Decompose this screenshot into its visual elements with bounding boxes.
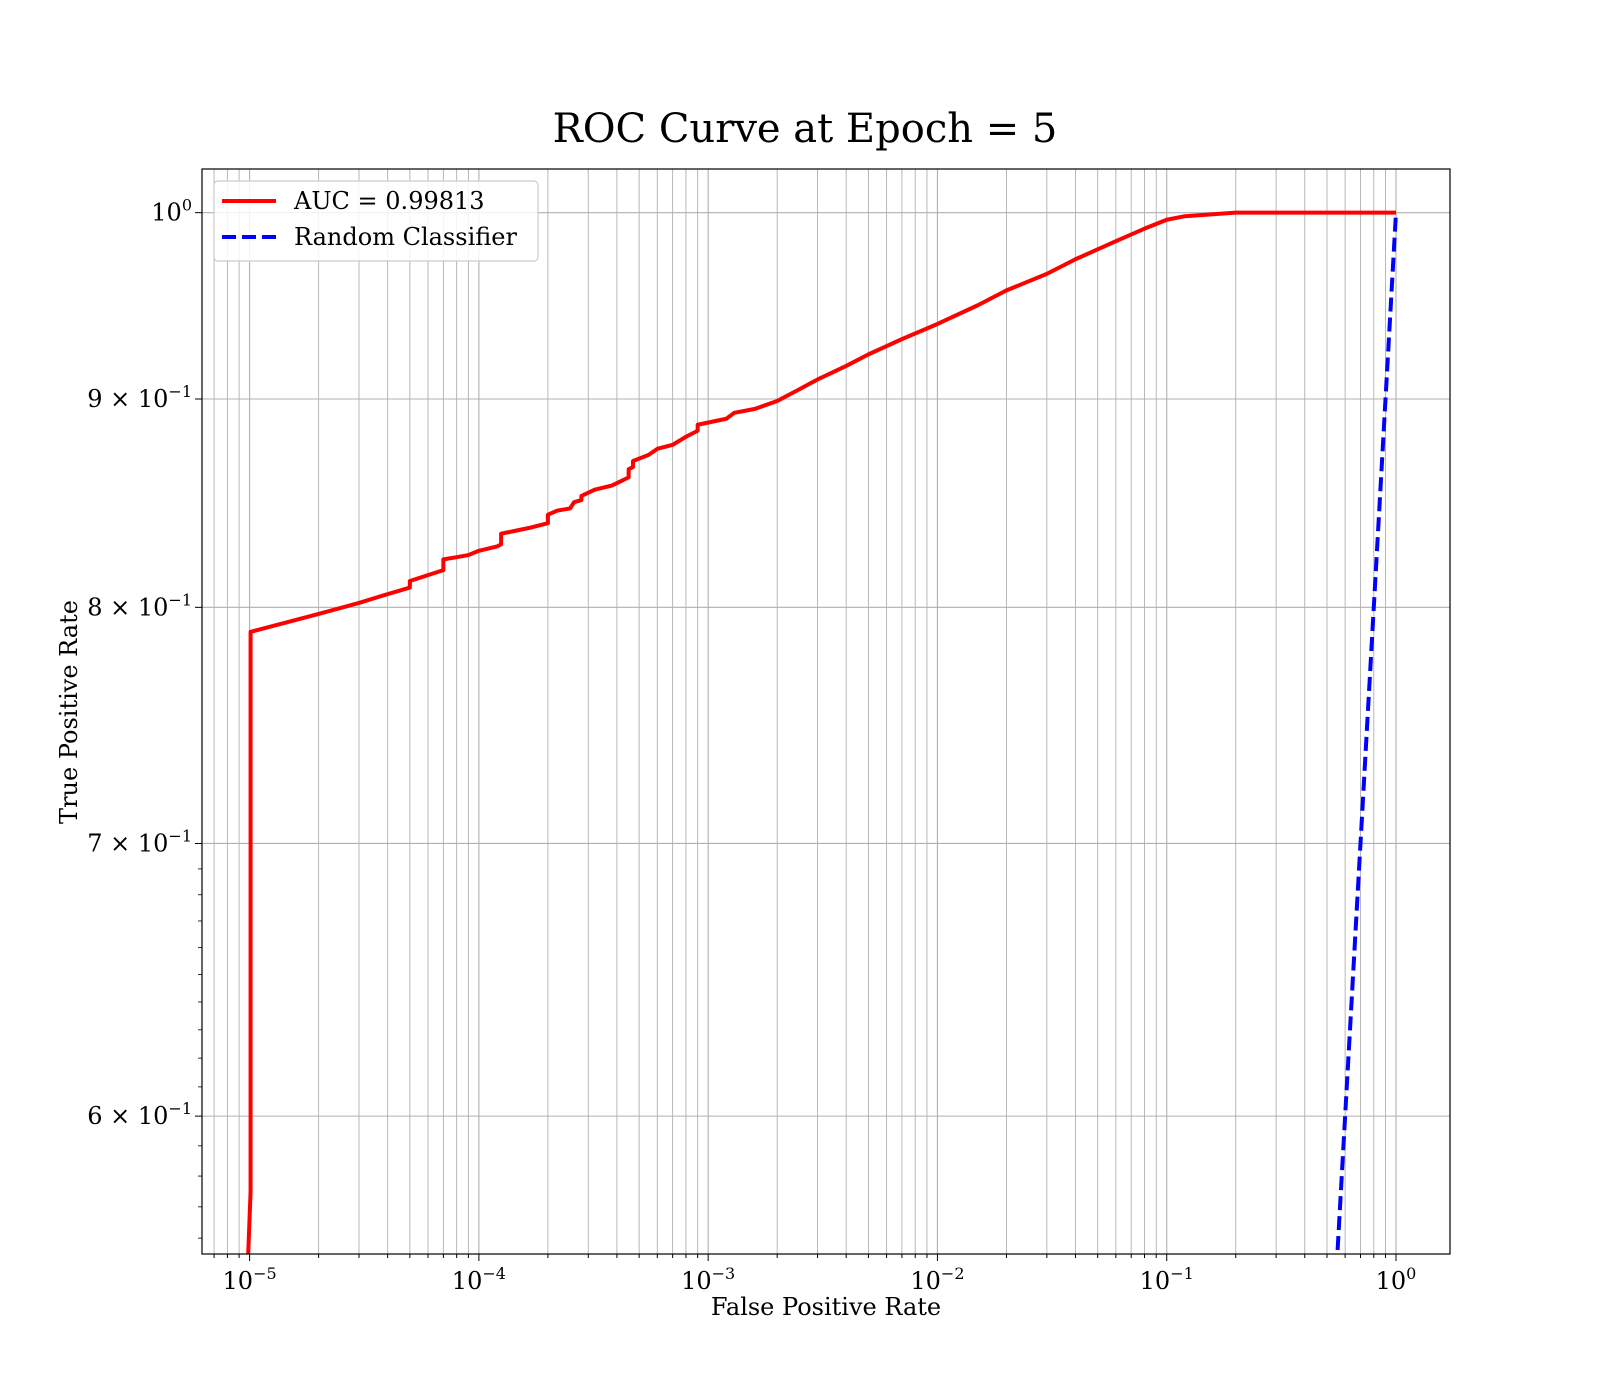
legend-label-auc: AUC = 0.99813: [293, 187, 485, 215]
roc-curve-line: [246, 210, 1396, 1254]
y-tick-label: 100: [151, 196, 192, 227]
x-tick-label: 10−5: [223, 1264, 277, 1295]
x-tick-label: 10−3: [681, 1264, 735, 1295]
x-tick-label: 10−1: [1140, 1264, 1194, 1295]
y-axis-label: True Positive Rate: [55, 600, 83, 824]
x-axis-label: False Positive Rate: [711, 1293, 941, 1321]
legend-box: [213, 180, 539, 262]
y-tick-label: 8 × 10−1: [87, 590, 192, 621]
ticks: 100 9 × 10−1 8 × 10−1 7 × 10−1 6 × 10−1 10−5 1…: [87, 196, 1416, 1295]
plot-frame: [201, 168, 1451, 1255]
y-tick-label: 6 × 10−1: [87, 1099, 192, 1130]
x-tick-label: 10−2: [910, 1264, 964, 1295]
legend: AUC = 0.99813 Random Classifier: [213, 180, 539, 262]
y-tick-label: 7 × 10−1: [87, 826, 192, 857]
x-tick-label: 10−4: [452, 1264, 506, 1295]
legend-label-random: Random Classifier: [294, 223, 517, 251]
y-tick-label: 9 × 10−1: [87, 382, 192, 413]
random-classifier-line: [1335, 212, 1398, 1254]
chart-title: ROC Curve at Epoch = 5: [553, 106, 1058, 152]
grid: [202, 169, 1450, 1254]
x-tick-label: 100: [1376, 1264, 1417, 1295]
series: [246, 210, 1398, 1254]
